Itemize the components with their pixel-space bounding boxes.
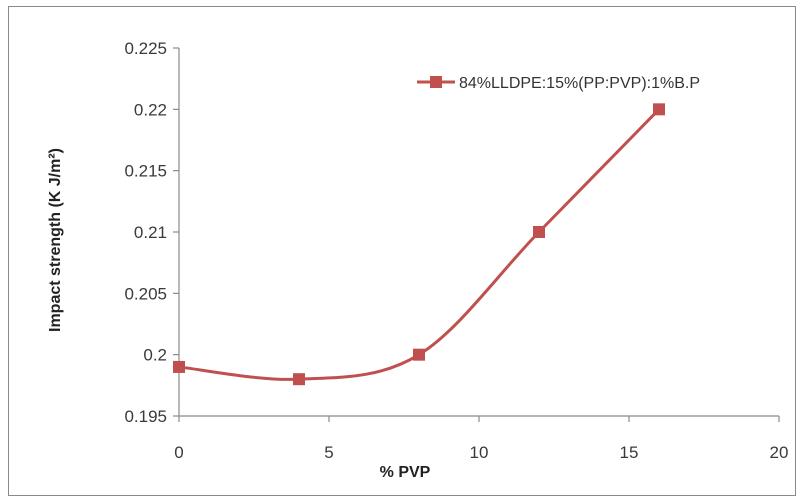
y-tick-label: 0.21 xyxy=(134,223,167,242)
series-layer xyxy=(173,103,665,386)
data-point-marker xyxy=(293,373,305,386)
y-tick-label: 0.195 xyxy=(124,407,167,426)
y-tick-label: 0.225 xyxy=(124,39,167,58)
legend-marker xyxy=(430,76,442,88)
series-line xyxy=(178,108,661,381)
tick-labels: 0.195 0.2 0.205 0.21 0.215 0.22 0.225 0 5 10 15 20 xyxy=(124,39,788,462)
data-point-marker xyxy=(173,360,185,373)
chart-frame xyxy=(8,6,796,496)
legend-label: 84%LLDPE:15%(PP:PVP):1%B.P xyxy=(459,75,700,92)
data-point-marker xyxy=(653,103,665,116)
y-tick-label: 0.2 xyxy=(143,346,167,365)
axes xyxy=(173,47,780,422)
x-axis-label: % PVP xyxy=(380,464,431,481)
x-tick-label: 20 xyxy=(770,443,789,462)
y-tick-label: 0.205 xyxy=(124,284,167,303)
x-tick-label: 5 xyxy=(324,443,333,462)
legend: 84%LLDPE:15%(PP:PVP):1%B.P xyxy=(417,75,700,92)
y-tick-label: 0.215 xyxy=(124,162,167,181)
x-tick-label: 15 xyxy=(620,443,639,462)
x-tick-label: 0 xyxy=(174,443,183,462)
y-tick-label: 0.22 xyxy=(134,100,167,119)
x-tick-label: 10 xyxy=(470,443,489,462)
y-axis-label: Impact strength (K J/m²) xyxy=(47,148,64,332)
data-point-marker xyxy=(413,348,425,361)
data-point-marker xyxy=(533,226,545,238)
